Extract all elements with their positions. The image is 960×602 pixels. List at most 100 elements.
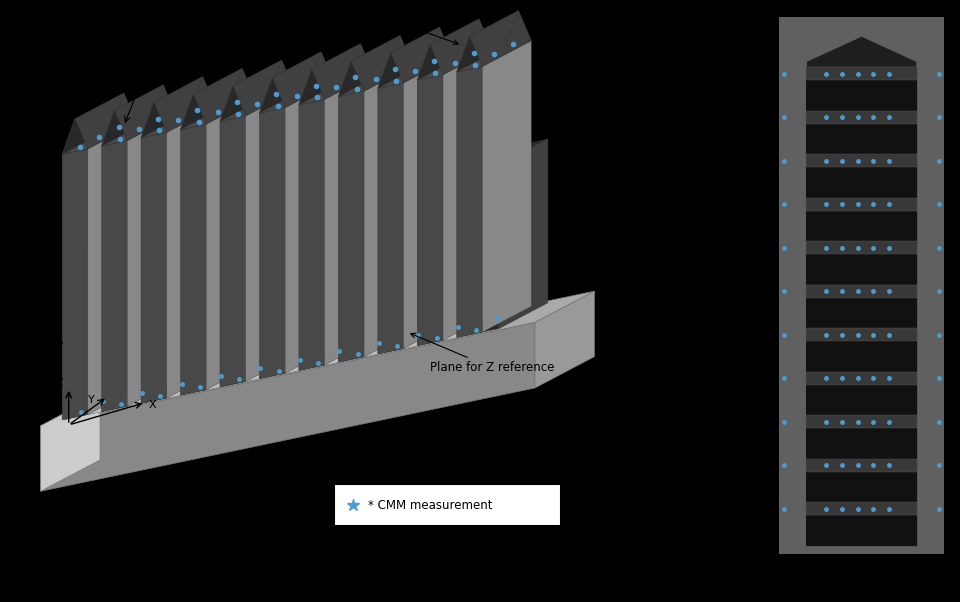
Polygon shape — [443, 72, 457, 340]
Text: * CMM measurement: * CMM measurement — [368, 499, 492, 512]
Text: e for
rerence: e for rerence — [0, 319, 42, 341]
Polygon shape — [806, 211, 917, 241]
Polygon shape — [806, 372, 917, 385]
Polygon shape — [190, 76, 216, 112]
Polygon shape — [806, 415, 917, 429]
Polygon shape — [806, 254, 917, 285]
Polygon shape — [75, 93, 136, 149]
Polygon shape — [779, 17, 945, 554]
Polygon shape — [259, 82, 334, 113]
Polygon shape — [806, 36, 917, 67]
Text: X: X — [149, 400, 156, 410]
Polygon shape — [391, 27, 452, 83]
Polygon shape — [102, 111, 128, 146]
Polygon shape — [141, 132, 167, 403]
Polygon shape — [141, 107, 216, 138]
FancyBboxPatch shape — [334, 484, 562, 526]
Polygon shape — [299, 69, 324, 105]
Polygon shape — [62, 149, 87, 420]
Polygon shape — [457, 11, 518, 72]
Polygon shape — [806, 515, 917, 546]
Polygon shape — [806, 385, 917, 415]
Polygon shape — [299, 73, 373, 105]
Polygon shape — [378, 83, 403, 354]
Polygon shape — [40, 323, 535, 491]
Polygon shape — [62, 93, 124, 154]
Polygon shape — [378, 57, 452, 88]
Polygon shape — [418, 49, 492, 80]
Polygon shape — [457, 66, 483, 338]
Polygon shape — [364, 66, 413, 357]
Polygon shape — [430, 19, 492, 75]
Polygon shape — [180, 69, 242, 129]
Polygon shape — [128, 115, 176, 406]
Polygon shape — [806, 67, 917, 80]
Polygon shape — [324, 73, 373, 365]
Polygon shape — [220, 86, 246, 121]
Polygon shape — [269, 60, 295, 96]
Polygon shape — [338, 91, 364, 362]
Polygon shape — [806, 502, 917, 515]
Polygon shape — [308, 52, 334, 87]
Polygon shape — [403, 57, 452, 349]
Polygon shape — [141, 102, 167, 138]
Polygon shape — [351, 36, 413, 91]
Polygon shape — [193, 69, 255, 124]
Polygon shape — [206, 121, 220, 390]
Polygon shape — [348, 43, 373, 79]
Polygon shape — [40, 394, 100, 491]
Text: Y: Y — [88, 394, 95, 405]
Polygon shape — [259, 78, 285, 113]
Polygon shape — [246, 113, 259, 382]
Polygon shape — [506, 11, 531, 46]
Polygon shape — [299, 43, 361, 105]
Polygon shape — [154, 76, 216, 132]
Polygon shape — [180, 98, 255, 129]
Polygon shape — [806, 341, 917, 372]
Polygon shape — [806, 67, 917, 546]
Polygon shape — [128, 138, 141, 406]
Polygon shape — [403, 80, 418, 349]
Polygon shape — [806, 472, 917, 502]
Polygon shape — [87, 146, 102, 415]
Polygon shape — [180, 124, 206, 395]
Polygon shape — [102, 85, 163, 146]
Polygon shape — [40, 291, 594, 426]
Polygon shape — [206, 98, 255, 390]
Polygon shape — [220, 116, 246, 387]
Polygon shape — [806, 167, 917, 197]
Polygon shape — [806, 298, 917, 328]
Polygon shape — [220, 90, 295, 121]
Polygon shape — [312, 43, 373, 99]
Polygon shape — [102, 115, 176, 146]
Polygon shape — [180, 94, 206, 129]
Polygon shape — [418, 45, 443, 80]
Polygon shape — [443, 49, 492, 340]
Polygon shape — [338, 61, 364, 96]
Polygon shape — [285, 105, 299, 373]
Polygon shape — [151, 85, 176, 120]
Polygon shape — [378, 53, 403, 88]
Polygon shape — [220, 60, 281, 121]
Text: Z: Z — [55, 378, 62, 388]
Polygon shape — [338, 36, 400, 96]
Polygon shape — [364, 88, 378, 357]
Polygon shape — [65, 230, 114, 420]
Text: Plane: Plane — [119, 76, 152, 89]
Polygon shape — [62, 119, 87, 154]
Polygon shape — [457, 41, 531, 72]
Polygon shape — [483, 41, 531, 332]
Polygon shape — [378, 27, 440, 88]
Polygon shape — [535, 291, 594, 388]
Polygon shape — [499, 139, 548, 329]
Text: Plane for Z reference: Plane for Z reference — [411, 334, 554, 374]
Polygon shape — [285, 82, 334, 373]
Polygon shape — [273, 52, 334, 108]
Polygon shape — [387, 36, 413, 71]
Polygon shape — [233, 60, 295, 116]
Polygon shape — [806, 429, 917, 459]
Polygon shape — [418, 19, 479, 80]
Polygon shape — [806, 154, 917, 167]
Polygon shape — [338, 66, 413, 96]
Polygon shape — [299, 99, 324, 370]
